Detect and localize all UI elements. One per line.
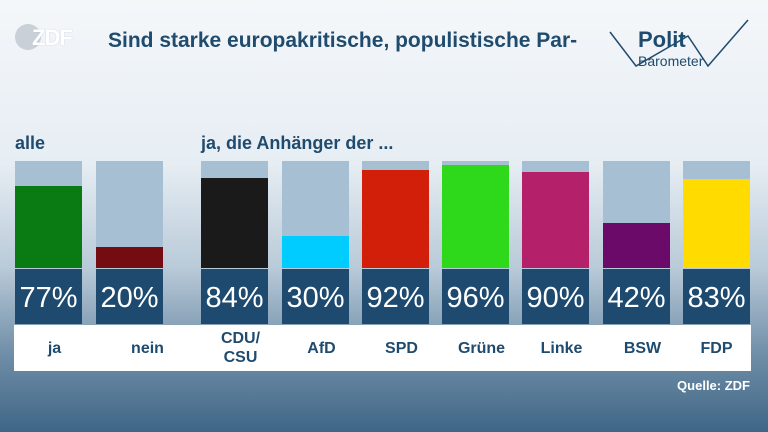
zdf-logo-text: ZDF: [32, 25, 73, 50]
category-label: CDU/CSU: [200, 325, 281, 371]
bar-track: [362, 161, 429, 268]
bar: [442, 165, 509, 268]
brand-polit: Polit: [638, 27, 686, 52]
category-label: SPD: [361, 325, 442, 371]
bar: [522, 171, 589, 268]
category-label: ja: [14, 325, 95, 371]
politbarometer-zigzag-icon: [609, 19, 749, 68]
category-label: BSW: [602, 325, 683, 371]
zdf-logo-circle-icon: [15, 24, 41, 50]
politbarometer-logo: Polit Barometer: [606, 14, 756, 74]
category-label: FDP: [682, 325, 751, 371]
bar-track: [603, 161, 670, 268]
bar-track: [683, 161, 750, 268]
category-label: AfD: [281, 325, 362, 371]
bar-track: [201, 161, 268, 268]
data-label: 42%: [603, 269, 670, 324]
bar-track: [96, 161, 163, 268]
data-label: 84%: [201, 269, 268, 324]
zdf-logo: ZDF: [15, 24, 77, 50]
bar: [15, 185, 82, 268]
bar: [603, 223, 670, 268]
bar: [96, 246, 163, 268]
label-supporters: ja, die Anhänger der ...: [201, 133, 394, 153]
bar: [201, 178, 268, 268]
source-note: Quelle: ZDF: [677, 378, 750, 393]
data-label: 92%: [362, 269, 429, 324]
data-label: 20%: [96, 269, 163, 324]
data-label: 96%: [442, 269, 509, 324]
brand-barometer: Barometer: [638, 53, 704, 69]
data-label: 30%: [282, 269, 349, 324]
chart-title: Sind starke europakritische, populistisc…: [108, 29, 578, 52]
category-label: Linke: [521, 325, 602, 371]
data-label: 83%: [683, 269, 750, 324]
bar: [282, 235, 349, 268]
category-label: Grüne: [441, 325, 522, 371]
bar-track: [282, 161, 349, 268]
bar-track: [15, 161, 82, 268]
data-label: 90%: [522, 269, 589, 324]
bar: [683, 179, 750, 268]
data-label: 77%: [15, 269, 82, 324]
bar: [362, 169, 429, 268]
label-all: alle: [15, 133, 46, 153]
category-label: nein: [95, 325, 200, 371]
bar-track: [522, 161, 589, 268]
bar-track: [442, 161, 509, 268]
